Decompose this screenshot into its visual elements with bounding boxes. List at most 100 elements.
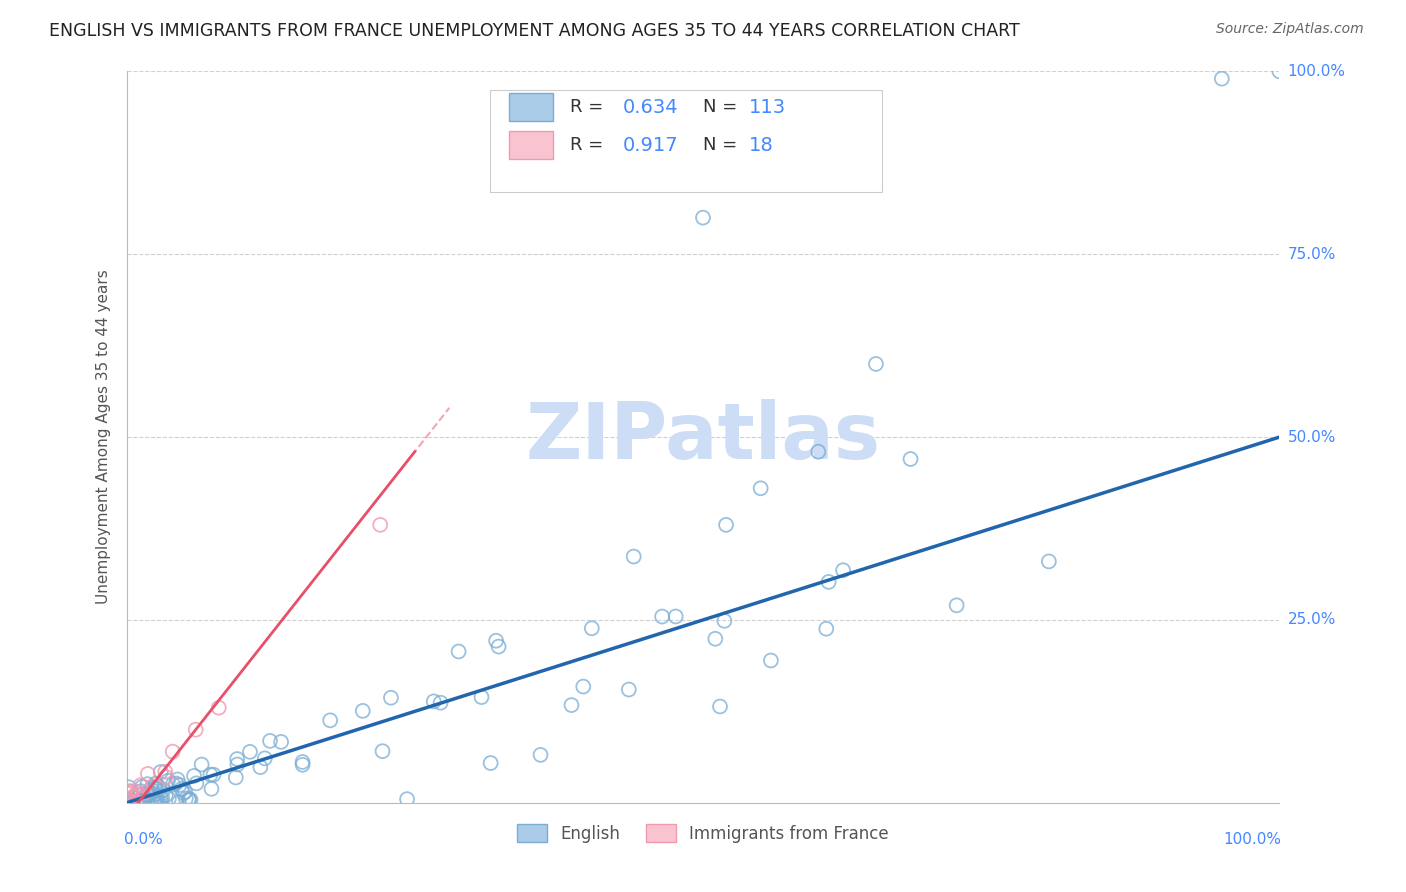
Point <box>136 789 159 803</box>
Point <box>470 690 492 704</box>
Point <box>148 780 170 794</box>
Point <box>817 574 839 589</box>
Point <box>141 786 163 800</box>
Point <box>135 787 157 801</box>
Point <box>132 793 155 807</box>
Point <box>170 782 193 797</box>
Point <box>447 644 470 658</box>
Point <box>529 747 551 762</box>
Point <box>371 744 394 758</box>
Point <box>121 790 143 805</box>
Text: 25.0%: 25.0% <box>1288 613 1336 627</box>
Point <box>122 795 145 809</box>
Point <box>174 791 197 805</box>
Point <box>479 756 502 770</box>
Point <box>128 795 150 809</box>
Point <box>560 698 582 712</box>
Point <box>225 771 247 785</box>
Text: 0.634: 0.634 <box>623 98 678 117</box>
Point <box>709 699 731 714</box>
Point <box>127 795 149 809</box>
Point <box>270 735 292 749</box>
Point <box>118 795 141 809</box>
Point <box>129 778 152 792</box>
Point <box>156 773 179 788</box>
Point <box>157 792 180 806</box>
Point <box>174 785 197 799</box>
Point <box>319 714 342 728</box>
FancyBboxPatch shape <box>509 131 553 159</box>
Point <box>1038 554 1060 568</box>
Point <box>118 780 141 795</box>
Text: N =: N = <box>703 136 742 154</box>
Point <box>167 795 190 809</box>
Point <box>177 791 200 805</box>
Point <box>759 653 782 667</box>
Point <box>122 795 145 809</box>
Point <box>121 794 143 808</box>
Point <box>125 795 148 809</box>
Point <box>239 745 262 759</box>
Point <box>118 792 141 806</box>
Point <box>145 781 167 796</box>
Point <box>713 614 735 628</box>
Point <box>120 785 142 799</box>
Point <box>714 517 737 532</box>
Point <box>166 772 188 787</box>
Text: 0.917: 0.917 <box>623 136 678 154</box>
Point <box>150 791 173 805</box>
Point <box>186 776 208 790</box>
Point <box>259 734 281 748</box>
Text: 0.0%: 0.0% <box>124 832 163 847</box>
Point <box>177 793 200 807</box>
Point <box>155 770 177 784</box>
Text: 100.0%: 100.0% <box>1223 832 1282 847</box>
Point <box>118 794 141 808</box>
Point <box>118 795 141 809</box>
Point <box>749 481 772 495</box>
Point <box>380 690 402 705</box>
Point <box>865 357 887 371</box>
Point <box>253 751 276 765</box>
Point <box>118 795 141 809</box>
Point <box>131 795 153 809</box>
Text: ENGLISH VS IMMIGRANTS FROM FRANCE UNEMPLOYMENT AMONG AGES 35 TO 44 YEARS CORRELA: ENGLISH VS IMMIGRANTS FROM FRANCE UNEMPL… <box>49 22 1019 40</box>
Point <box>807 444 830 458</box>
Point <box>141 780 163 795</box>
Text: N =: N = <box>703 98 742 116</box>
Point <box>129 784 152 798</box>
Point <box>136 767 159 781</box>
Text: 113: 113 <box>749 98 786 117</box>
Point <box>152 783 174 797</box>
Point <box>208 700 231 714</box>
Point <box>142 795 165 809</box>
Point <box>623 549 645 564</box>
Point <box>143 794 166 808</box>
Point <box>139 795 162 809</box>
Point <box>665 609 688 624</box>
Point <box>485 633 508 648</box>
Point <box>832 563 855 577</box>
Point <box>162 777 184 791</box>
Point <box>249 760 271 774</box>
Point <box>153 764 176 779</box>
Point <box>145 776 167 790</box>
Point <box>190 757 212 772</box>
Point <box>145 795 167 809</box>
Point <box>352 704 374 718</box>
Point <box>155 789 177 803</box>
Point <box>118 787 141 801</box>
Point <box>200 781 222 796</box>
Text: 50.0%: 50.0% <box>1288 430 1336 444</box>
Point <box>120 795 142 809</box>
Point <box>162 745 184 759</box>
FancyBboxPatch shape <box>509 94 553 121</box>
Point <box>132 793 155 807</box>
Point <box>173 786 195 800</box>
Point <box>226 757 249 772</box>
Point <box>120 794 142 808</box>
Point <box>1268 64 1291 78</box>
Point <box>1211 71 1233 86</box>
Point <box>184 723 207 737</box>
Point <box>815 622 838 636</box>
